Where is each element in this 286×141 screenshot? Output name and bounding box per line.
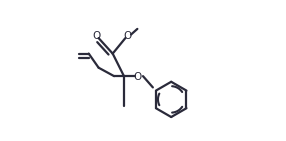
Text: O: O <box>134 72 142 82</box>
Text: O: O <box>124 31 132 41</box>
Text: O: O <box>92 31 101 41</box>
